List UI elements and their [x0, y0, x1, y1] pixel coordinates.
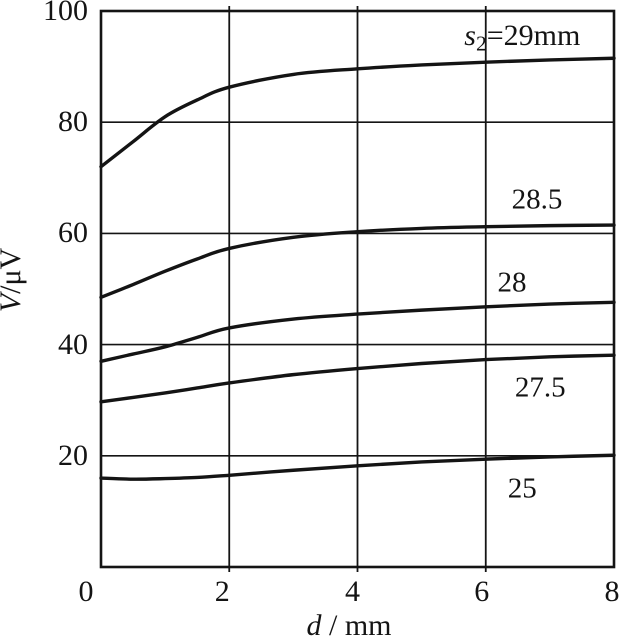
curve-s2-28-mm [99, 300, 616, 363]
x-axis-title: d / mm [306, 609, 392, 642]
x-tick-label-6: 6 [474, 575, 490, 608]
x-tick-label-4: 4 [345, 575, 360, 608]
curve-annotation-s2-29-mm: s2=29mm [464, 19, 581, 56]
y-tick-label-60: 60 [58, 216, 88, 250]
y-tick-label-100: 100 [43, 0, 88, 27]
curve-annotation-s2-28-mm: 28 [497, 266, 527, 299]
y-axis-title: V/μV [0, 247, 27, 312]
x-tick-label-8: 8 [604, 575, 620, 608]
plot-border [99, 9, 616, 569]
x-tick-label-2: 2 [214, 575, 230, 608]
y-tick-label-80: 80 [58, 105, 88, 139]
y-tick-label-20: 20 [58, 438, 88, 472]
curve-s2-29-mm [99, 56, 616, 169]
curve-s2-25-mm [99, 453, 616, 481]
x-tick-label-0: 0 [78, 575, 94, 608]
curve-s2-27.5-mm [99, 353, 616, 404]
curve-annotation-s2-25-mm: 25 [507, 472, 537, 505]
y-tick-label-40: 40 [58, 327, 88, 361]
curve-s2-28.5-mm [99, 223, 616, 300]
curve-annotation-s2-27.5-mm: 27.5 [514, 371, 566, 404]
curve-annotation-s2-28.5-mm: 28.5 [511, 183, 563, 216]
